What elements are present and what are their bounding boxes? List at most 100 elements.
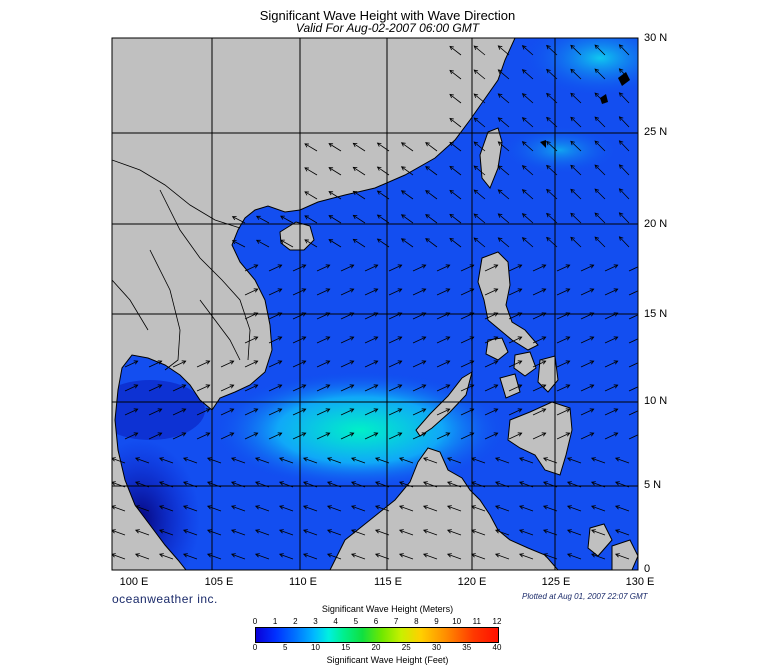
wave-arrow-head bbox=[421, 336, 427, 341]
wave-arrow-head bbox=[351, 553, 356, 558]
wave-arrow bbox=[508, 360, 522, 368]
wave-arrow-head bbox=[493, 384, 499, 389]
wave-arrow-head bbox=[473, 165, 479, 170]
wave-arrow-head bbox=[112, 481, 116, 486]
wave-arrow bbox=[304, 239, 318, 248]
legend-meters-tick: 12 bbox=[492, 617, 502, 626]
wave-arrow bbox=[570, 117, 582, 128]
wave-arrow-head bbox=[546, 236, 551, 242]
wave-arrow bbox=[148, 408, 162, 416]
wave-arrow bbox=[522, 45, 534, 56]
wave-arrow bbox=[471, 457, 486, 464]
wave-arrow bbox=[279, 457, 294, 464]
wave-arrow bbox=[328, 239, 342, 248]
wave-arrow bbox=[377, 214, 390, 224]
wave-arrow bbox=[594, 68, 606, 80]
wave-arrow bbox=[471, 529, 486, 536]
wave-arrow bbox=[604, 360, 618, 368]
wave-arrow-head bbox=[519, 505, 524, 510]
wave-arrow bbox=[619, 92, 630, 104]
wave-arrow bbox=[604, 432, 618, 440]
wave-arrow-head bbox=[497, 213, 503, 218]
wave-arrow-head bbox=[133, 432, 139, 437]
lat-label-30: 30 N bbox=[644, 32, 668, 44]
wave-arrow-head bbox=[591, 529, 596, 534]
wave-arrow bbox=[303, 505, 318, 512]
wave-arrow-head bbox=[497, 45, 503, 50]
wave-arrow bbox=[268, 384, 282, 392]
wave-arrow bbox=[399, 505, 414, 512]
wave-arrow bbox=[619, 140, 630, 152]
wave-arrow bbox=[388, 336, 402, 344]
legend-meters-tick: 9 bbox=[434, 617, 439, 626]
wave-arrow bbox=[495, 529, 510, 536]
wave-arrow-head bbox=[497, 117, 503, 122]
wave-arrow-head bbox=[207, 505, 212, 510]
wave-arrow-head bbox=[376, 190, 382, 195]
legend-meters-tick: 4 bbox=[333, 617, 338, 626]
wave-arrow bbox=[570, 213, 582, 224]
mainland-asia bbox=[112, 38, 516, 570]
wave-arrow bbox=[425, 166, 438, 176]
wave-arrow bbox=[423, 481, 438, 488]
wave-arrow bbox=[460, 312, 474, 320]
wave-arrow bbox=[351, 529, 366, 536]
wave-arrow-head bbox=[546, 116, 551, 122]
wave-arrow-head bbox=[517, 384, 523, 389]
wave-arrow bbox=[327, 505, 342, 512]
wave-arrow-head bbox=[255, 457, 260, 462]
wave-arrow-head bbox=[473, 189, 479, 194]
wave-arrow-head bbox=[325, 264, 331, 269]
lon-label-100: 100 E bbox=[119, 576, 149, 588]
wave-arrow bbox=[615, 553, 630, 560]
wave-arrow bbox=[112, 529, 126, 536]
wave-arrow bbox=[292, 384, 306, 392]
wave-arrow-head bbox=[400, 166, 406, 171]
wave-arrow bbox=[231, 553, 246, 560]
wave-arrow-head bbox=[589, 288, 595, 293]
wave-arrow-head bbox=[615, 529, 620, 534]
taiwan-island bbox=[479, 127, 503, 189]
wave-arrow-head bbox=[449, 189, 454, 195]
wave-arrow-head bbox=[618, 92, 624, 97]
wave-arrow-head bbox=[589, 312, 595, 317]
wave-arrow-head bbox=[425, 190, 430, 195]
wave-arrow bbox=[412, 360, 426, 368]
lon-label-105: 105 E bbox=[204, 576, 234, 588]
wave-arrow bbox=[628, 434, 638, 440]
wave-arrow bbox=[112, 505, 126, 512]
wave-arrow bbox=[591, 505, 606, 512]
wave-arrow-head bbox=[135, 553, 140, 558]
wave-arrow bbox=[377, 238, 390, 248]
wave-arrow-head bbox=[112, 553, 116, 558]
wave-arrow bbox=[316, 288, 330, 296]
wave-arrow bbox=[570, 93, 582, 104]
wave-arrow bbox=[594, 212, 606, 224]
wave-arrow-head bbox=[301, 432, 307, 437]
wave-arrow bbox=[353, 166, 366, 176]
wave-arrow-head bbox=[543, 529, 548, 534]
legend-meters-title: Significant Wave Height (Meters) bbox=[321, 604, 454, 614]
wave-arrow-head bbox=[159, 553, 164, 558]
wave-arrow bbox=[292, 312, 306, 320]
wave-arrow-head bbox=[469, 360, 475, 365]
wave-arrow-head bbox=[447, 481, 452, 486]
wave-arrow bbox=[615, 505, 630, 512]
wave-arrow-head bbox=[373, 336, 379, 341]
wave-arrow bbox=[316, 264, 330, 272]
wave-arrow bbox=[255, 481, 270, 488]
wave-arrow-head bbox=[253, 408, 259, 413]
wave-arrow-head bbox=[325, 288, 331, 293]
wave-arrow bbox=[546, 117, 558, 128]
legend-meters-tick: 10 bbox=[452, 617, 462, 626]
wave-arrow bbox=[124, 384, 138, 392]
wave-arrow-head bbox=[445, 288, 451, 293]
legend-feet-tick: 5 bbox=[283, 643, 288, 652]
wave-arrow bbox=[546, 165, 558, 176]
wave-arrow bbox=[580, 384, 594, 392]
wave-arrow bbox=[364, 408, 378, 416]
wave-arrow-head bbox=[541, 264, 547, 269]
wave-arrow bbox=[375, 457, 390, 464]
wave-arrow-head bbox=[397, 360, 403, 365]
wave-arrow-head bbox=[205, 384, 211, 389]
